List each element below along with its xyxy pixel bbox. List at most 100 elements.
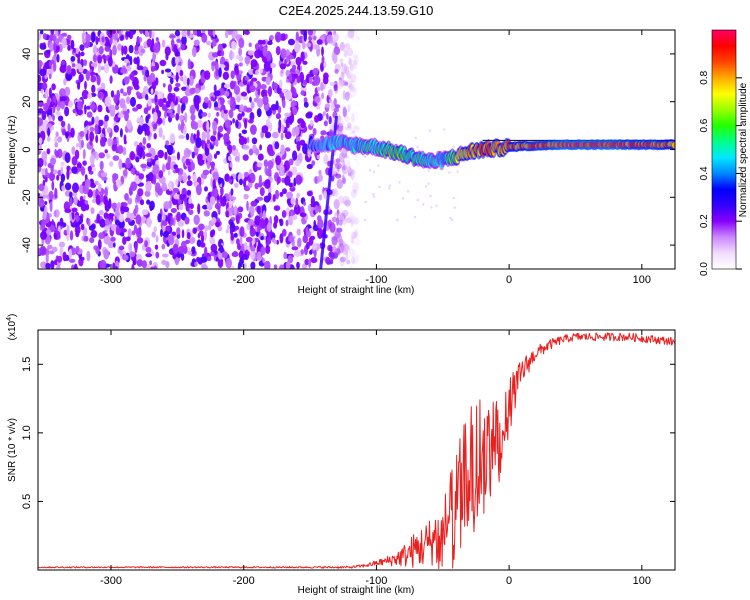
noise-blob <box>187 175 191 181</box>
noise-blob <box>66 65 72 75</box>
noise-blob <box>132 107 139 112</box>
noise-blob <box>46 148 51 155</box>
noise-blob <box>87 93 93 99</box>
noise-blob <box>202 204 209 210</box>
noise-blob <box>66 224 70 236</box>
noise-blob <box>331 236 338 246</box>
noise-blob <box>187 250 193 255</box>
noise-blob <box>243 137 248 145</box>
noise-blob <box>158 98 164 108</box>
noise-blob <box>346 47 354 57</box>
noise-blob <box>198 109 204 119</box>
noise-blob <box>288 73 293 83</box>
noise-blob <box>248 118 254 124</box>
noise-blob <box>290 86 296 95</box>
noise-blob <box>356 34 362 40</box>
noise-blob <box>78 167 81 172</box>
noise-blob <box>72 182 79 193</box>
noise-blob <box>350 189 357 199</box>
noise-blob <box>114 104 120 111</box>
noise-blob <box>167 144 173 156</box>
noise-blob <box>323 153 329 165</box>
noise-blob <box>352 53 358 59</box>
noise-blob <box>77 56 81 65</box>
noise-blob <box>256 251 262 261</box>
noise-blob <box>118 158 123 170</box>
noise-blob <box>38 137 43 145</box>
noise-blob <box>97 104 103 113</box>
noise-blob <box>238 37 245 49</box>
noise-blob <box>122 206 130 213</box>
noise-blob <box>350 218 355 225</box>
noise-blob <box>137 188 144 197</box>
noise-blob <box>199 242 206 248</box>
noise-blob <box>177 199 182 205</box>
noise-blob <box>122 169 128 177</box>
noise-blob <box>303 101 309 108</box>
noise-blob <box>181 102 186 111</box>
colorbar-label: Normalized spectral amplitude <box>738 82 749 217</box>
noise-blob <box>291 246 299 251</box>
noise-blob <box>216 256 219 262</box>
noise-blob <box>209 196 216 205</box>
noise-blob <box>47 136 51 142</box>
noise-blob <box>189 104 196 115</box>
noise-blob <box>112 39 118 46</box>
noise-blob <box>339 41 346 51</box>
noise-blob <box>229 99 233 106</box>
noise-dot <box>363 218 367 222</box>
noise-blob <box>146 143 151 149</box>
noise-blob <box>163 230 169 238</box>
y-tick-label: 0.5 <box>21 494 33 509</box>
noise-blob <box>126 65 132 72</box>
noise-blob <box>60 166 64 176</box>
noise-blob <box>206 120 210 132</box>
noise-blob <box>230 196 237 201</box>
noise-blob <box>78 73 84 83</box>
noise-blob <box>279 79 283 89</box>
noise-dot <box>435 204 438 207</box>
y-tick-label: 1.5 <box>21 357 33 372</box>
colorbar-tick-label: 0.0 <box>699 262 710 276</box>
noise-blob <box>185 158 190 166</box>
noise-blob <box>56 54 60 63</box>
noise-blob <box>280 48 287 59</box>
noise-blob <box>159 59 167 67</box>
noise-blob <box>145 253 153 258</box>
noise-blob <box>108 56 113 67</box>
noise-blob <box>232 118 236 124</box>
noise-blob <box>280 132 284 141</box>
noise-blob <box>102 54 106 60</box>
noise-blob <box>177 103 181 115</box>
noise-blob <box>353 59 358 65</box>
noise-blob <box>47 127 51 137</box>
noise-blob <box>178 246 185 254</box>
noise-blob <box>126 119 132 130</box>
noise-blob <box>157 91 164 100</box>
noise-blob <box>118 245 125 251</box>
noise-blob <box>345 250 349 261</box>
noise-blob <box>285 260 291 269</box>
noise-blob <box>59 246 64 258</box>
noise-blob <box>229 226 233 236</box>
noise-blob <box>39 68 47 77</box>
noise-blob <box>94 180 99 186</box>
noise-blob <box>172 252 177 260</box>
noise-blob <box>279 218 284 227</box>
snr-series-line <box>38 332 675 570</box>
noise-blob <box>304 258 310 266</box>
noise-blob <box>162 83 166 88</box>
noise-blob <box>235 55 240 60</box>
noise-blob <box>176 227 181 235</box>
noise-blob <box>238 135 245 146</box>
noise-blob <box>55 38 60 46</box>
noise-blob <box>305 112 313 119</box>
noise-blob <box>217 130 221 141</box>
noise-blob <box>270 104 278 111</box>
x-tick-label: -300 <box>100 274 122 286</box>
noise-blob <box>168 180 172 192</box>
noise-blob <box>83 59 88 66</box>
noise-blob <box>268 150 275 157</box>
noise-blob <box>246 200 249 211</box>
noise-blob <box>259 68 264 74</box>
